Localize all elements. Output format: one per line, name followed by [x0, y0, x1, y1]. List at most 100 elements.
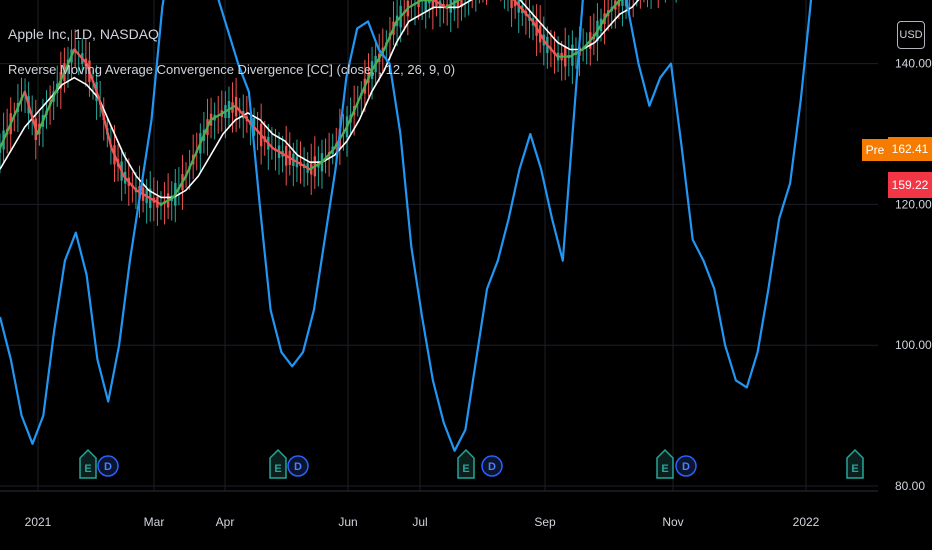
- y-tick-label: 120.00: [895, 197, 932, 211]
- fast-ma-segment: [606, 0, 621, 16]
- fast-ma-segment: [172, 175, 187, 199]
- fast-ma-segment: [197, 118, 212, 150]
- fast-ma-segment: [98, 97, 113, 150]
- fast-ma-segment: [221, 104, 237, 114]
- candle-body: [460, 0, 463, 8]
- dividend-marker[interactable]: D: [481, 455, 503, 477]
- x-tick-label: Jul: [412, 515, 427, 529]
- candle-body: [624, 0, 628, 7]
- fast-ma-segment: [73, 48, 88, 65]
- earnings-marker[interactable]: E: [656, 448, 674, 479]
- candle-body: [431, 0, 435, 10]
- fast-ma-segment: [544, 41, 559, 58]
- dividend-marker[interactable]: D: [287, 455, 309, 477]
- earnings-badge-letter: E: [661, 463, 668, 475]
- fast-ma-segment: [0, 118, 14, 150]
- fast-ma-segment: [568, 48, 584, 58]
- y-tick-label: 80.00: [895, 479, 925, 493]
- fast-ma-segment: [444, 0, 460, 9]
- pre-market-tag: Pre: [862, 139, 888, 161]
- fast-ma-segment: [383, 20, 398, 51]
- indicator-legend[interactable]: Reverse Moving Average Convergence Diver…: [8, 62, 456, 77]
- earnings-badge: [269, 448, 287, 479]
- rmacd-line: [0, 0, 813, 452]
- indicator-lines: [0, 0, 813, 452]
- fast-ma-segment: [593, 13, 609, 37]
- y-tick-label: 140.00: [895, 57, 932, 71]
- dividend-badge-letter: D: [488, 461, 496, 473]
- candle-body: [621, 0, 624, 6]
- x-tick-label: 2021: [25, 515, 52, 529]
- fast-ma-segment: [296, 161, 311, 171]
- fast-ma-segment: [512, 0, 522, 9]
- x-tick-label: 2022: [793, 515, 820, 529]
- dividend-badge: [675, 455, 697, 477]
- fast-ma-segment: [432, 0, 448, 9]
- earnings-badge-letter: E: [274, 463, 281, 475]
- fast-ma-segment: [85, 62, 101, 100]
- candle-body: [453, 0, 456, 10]
- fast-ma-segment: [321, 146, 336, 164]
- fast-ma-segment: [122, 175, 138, 192]
- fast-ma-segment: [11, 90, 26, 122]
- earnings-marker[interactable]: E: [846, 448, 864, 479]
- earnings-badge: [656, 448, 674, 479]
- candle-body: [510, 0, 513, 9]
- candle-body: [617, 0, 621, 7]
- earnings-badge: [79, 448, 97, 479]
- fast-ma-segment: [147, 196, 163, 206]
- fast-ma-segment: [283, 154, 299, 164]
- dividend-marker[interactable]: D: [675, 455, 697, 477]
- dividend-marker[interactable]: D: [97, 455, 119, 477]
- fast-ma-segment: [209, 111, 225, 122]
- x-tick-label: Sep: [534, 515, 556, 529]
- fast-ma-segment: [23, 90, 39, 136]
- fast-ma-segment: [110, 146, 126, 178]
- earnings-badge: [457, 448, 475, 479]
- fast-ma-segment: [36, 104, 51, 136]
- fast-ma-segment: [271, 146, 287, 157]
- currency-button[interactable]: USD: [897, 21, 925, 49]
- candle-body: [417, 0, 420, 8]
- chart-title: Apple Inc, 1D, NASDAQ: [8, 26, 159, 42]
- dividend-badge-letter: D: [682, 461, 690, 473]
- fast-ma-segment: [60, 48, 76, 79]
- dividend-badge: [287, 455, 309, 477]
- earnings-badge-letter: E: [462, 463, 469, 475]
- candle-body: [424, 0, 427, 12]
- fast-ma-segment: [184, 146, 200, 178]
- dividend-badge: [481, 455, 503, 477]
- earnings-badge-letter: E: [84, 463, 91, 475]
- x-tick-label: Nov: [662, 515, 683, 529]
- candle-body: [513, 0, 517, 7]
- candle-body: [449, 0, 452, 13]
- earnings-badge-letter: E: [851, 463, 858, 475]
- last-price-label: 159.22: [888, 172, 932, 198]
- fast-ma-segment: [234, 104, 249, 122]
- fast-ma-segment: [358, 69, 373, 100]
- fast-ma-segment: [345, 97, 361, 129]
- earnings-marker[interactable]: E: [269, 448, 287, 479]
- dividend-badge: [97, 455, 119, 477]
- earnings-marker[interactable]: E: [457, 448, 475, 479]
- candle-body: [456, 0, 460, 8]
- fast-ma-segment: [581, 34, 596, 51]
- fast-ma-segment: [407, 0, 423, 9]
- fast-ma-segment: [519, 6, 534, 23]
- x-axis: 2021 Mar Apr Jun Jul Sep Nov 2022: [25, 515, 820, 529]
- dividend-badge-letter: D: [104, 461, 112, 473]
- fast-ma-segment: [308, 161, 324, 171]
- fast-ma-segment: [246, 118, 262, 136]
- fast-ma-segment: [333, 125, 349, 150]
- x-tick-label: Mar: [144, 515, 165, 529]
- pre-market-price: 162.41: [888, 137, 932, 161]
- fast-ma-segment: [259, 132, 274, 150]
- fast-ma-segment: [48, 76, 64, 107]
- earnings-badge: [846, 448, 864, 479]
- candle-body: [428, 0, 431, 4]
- dividend-badge-letter: D: [294, 461, 302, 473]
- earnings-marker[interactable]: E: [79, 448, 97, 479]
